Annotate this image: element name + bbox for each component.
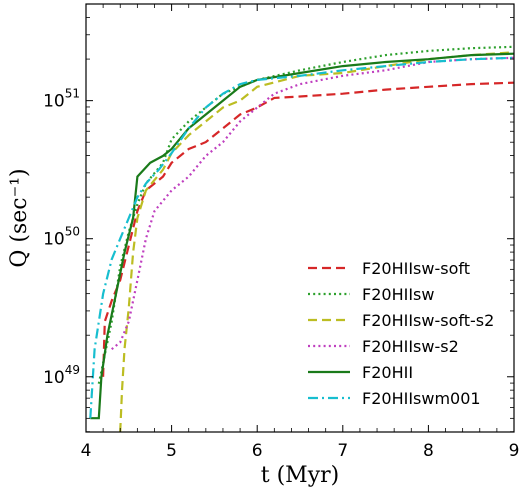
series-line-F20HII (90, 52, 514, 420)
legend-label-F20HIIsw: F20HIIsw (362, 285, 434, 304)
y-tick-label: 1049 (43, 363, 80, 388)
y-tick-label: 1050 (43, 225, 80, 250)
series-line-F20HIIsw-soft (102, 81, 514, 377)
x-tick-label: 8 (423, 441, 434, 461)
legend-label-F20HIIsw-soft-s2: F20HIIsw-soft-s2 (362, 311, 494, 330)
series-line-F20HIIsw-soft-s2 (119, 51, 514, 432)
series-line-F20HIIswm001 (89, 56, 514, 419)
legend-label-F20HII: F20HII (362, 363, 413, 382)
series-line-F20HIIsw-s2 (111, 56, 514, 351)
plot-frame (85, 3, 515, 433)
legend-label-F20HIIswm001: F20HIIswm001 (362, 389, 481, 408)
series-line-F20HIIsw (97, 45, 514, 384)
x-tick-label: 7 (337, 441, 348, 461)
series-layer (89, 45, 514, 432)
ticks-layer: 4 5 6 7 8 9 1049 1050 1051 (43, 3, 520, 461)
legend-label-F20HIIsw-soft: F20HIIsw-soft (362, 259, 470, 278)
y-tick-label: 1051 (43, 87, 80, 112)
x-tick-label: 9 (509, 441, 520, 461)
x-tick-label: 4 (81, 441, 92, 461)
y-axis-label: Q (sec⁻¹) (7, 168, 32, 267)
legend-label-F20HIIsw-s2: F20HIIsw-s2 (362, 337, 459, 356)
x-axis-label: t (Myr) (261, 463, 339, 488)
x-tick-label: 5 (166, 441, 177, 461)
legend: F20HIIsw-soft F20HIIsw F20HIIsw-soft-s2 F20… (308, 259, 494, 408)
x-tick-label: 6 (252, 441, 263, 461)
